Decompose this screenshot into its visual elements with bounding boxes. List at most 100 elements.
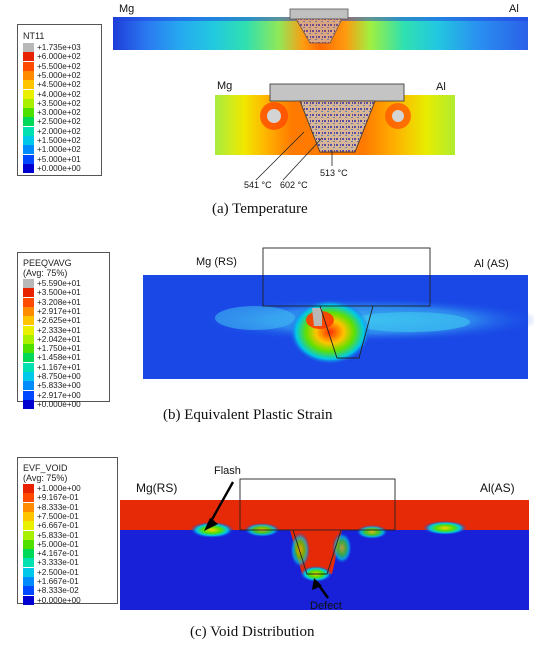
legend-value: +1.458e+01 — [37, 353, 81, 363]
legend-swatch — [23, 558, 34, 568]
leader-602 — [282, 137, 323, 181]
legend-swatch — [23, 316, 34, 326]
annotation-513: 513 °C — [320, 168, 348, 178]
legend-swatch — [23, 344, 34, 354]
legend-entry: +4.000e+02 — [23, 89, 81, 100]
legend-swatch — [23, 595, 34, 605]
legend-swatch — [23, 136, 34, 145]
temperature-legend: NT11 +1.735e+03 +6.000e+02 +5.500e+02 +5.00… — [17, 24, 102, 176]
al-label-zoom: Al — [436, 81, 446, 93]
caption-b: (b) Equivalent Plastic Strain — [163, 407, 333, 423]
mg-label-zoom: Mg — [217, 80, 233, 92]
legend-swatch — [23, 484, 34, 493]
legend-entry: +6.000e+02 — [23, 52, 81, 62]
legend-swatch — [23, 353, 34, 363]
legend-value: +0.000e+00 — [37, 595, 81, 605]
legend-value: +5.833e-01 — [37, 530, 79, 540]
legend-value: +8.750e+00 — [37, 372, 81, 381]
legend-value: +1.000e+00 — [37, 484, 81, 493]
mg-rs-label-b: Mg (RS) — [196, 256, 237, 268]
legend-entry: +2.917e+01 — [23, 306, 81, 317]
legend-value: +6.000e+02 — [37, 52, 81, 62]
caption-c: (c) Void Distribution — [190, 624, 315, 640]
legend-value: +3.208e+01 — [37, 297, 81, 307]
legend-value: +3.500e+02 — [37, 98, 81, 108]
legend-entry: +5.500e+02 — [23, 61, 81, 72]
legend-entry: +0.000e+00 — [23, 399, 81, 410]
legend-swatch — [23, 80, 34, 90]
legend-value: +2.917e+01 — [37, 306, 81, 316]
legend-value: +5.590e+01 — [37, 279, 81, 288]
legend-value: +1.000e+02 — [37, 145, 81, 155]
legend-entry: +1.000e+02 — [23, 145, 81, 155]
legend-swatch — [23, 502, 34, 512]
legend-entry: +5.000e-01 — [23, 539, 79, 550]
legend-title: NT11 — [23, 31, 45, 41]
legend-swatch — [23, 98, 34, 108]
legend-swatch — [23, 521, 34, 531]
legend-entry: +3.500e+02 — [23, 98, 81, 109]
legend-swatch — [23, 530, 34, 540]
al-label-top: Al — [509, 3, 519, 15]
legend-entry: +7.500e-01 — [23, 511, 79, 522]
legend-title: EVF_VOID (Avg: 75%) — [23, 463, 68, 483]
legend-entry: +1.735e+03 — [23, 43, 81, 53]
legend-swatch — [23, 126, 34, 136]
legend-swatch — [23, 577, 34, 586]
legend-entry: +5.000e+01 — [23, 154, 81, 165]
legend-swatch — [23, 511, 34, 521]
legend-entry: +2.042e+01 — [23, 334, 81, 345]
legend-swatch — [23, 372, 34, 381]
legend-value: +2.625e+01 — [37, 316, 81, 326]
legend-entry: +3.333e-01 — [23, 558, 79, 568]
legend-value: +0.000e+00 — [37, 163, 81, 173]
legend-value: +4.167e-01 — [37, 549, 79, 559]
legend-swatch — [23, 279, 34, 288]
legend-entry: +8.333e-02 — [23, 586, 79, 596]
defect-label: Defect — [310, 600, 342, 612]
legend-swatch — [23, 306, 34, 316]
legend-entry: +1.167e+01 — [23, 362, 81, 373]
annotation-541: 541 °C — [244, 180, 272, 190]
legend-swatch — [23, 70, 34, 80]
legend-value: +7.500e-01 — [37, 511, 79, 521]
legend-entry: +1.750e+01 — [23, 344, 81, 354]
legend-entry: +8.333e-01 — [23, 502, 79, 513]
legend-value: +6.667e-01 — [37, 521, 79, 531]
legend-value: +5.000e+01 — [37, 154, 81, 164]
legend-entry: +3.208e+01 — [23, 297, 81, 308]
legend-value: +3.333e-01 — [37, 558, 79, 568]
legend-value: +1.500e+02 — [37, 136, 81, 145]
legend-entry: +4.500e+02 — [23, 80, 81, 90]
legend-entry: +4.167e-01 — [23, 549, 79, 559]
legend-entry: +2.917e+00 — [23, 390, 81, 401]
legend-value: +5.000e+02 — [37, 70, 81, 80]
legend-swatch — [23, 43, 34, 52]
legend-entry: +5.833e+00 — [23, 381, 81, 391]
legend-entry: +2.625e+01 — [23, 316, 81, 326]
legend-entry: +2.500e+02 — [23, 117, 81, 127]
legend-value: +2.042e+01 — [37, 334, 81, 344]
legend-swatch — [23, 586, 34, 596]
strain-legend: PEEQVAVG (Avg: 75%) +5.590e+01 +3.500e+01… — [17, 252, 110, 409]
caption-a: (a) Temperature — [212, 201, 308, 217]
legend-entry: +0.000e+00 — [23, 163, 81, 174]
legend-value: +1.735e+03 — [37, 43, 81, 52]
void-plot — [120, 478, 529, 610]
legend-swatch — [23, 399, 34, 409]
legend-entry: +9.167e-01 — [23, 493, 79, 503]
legend-entry: +8.750e+00 — [23, 372, 81, 382]
legend-swatch — [23, 108, 34, 118]
mg-rs-label-c: Mg(RS) — [136, 481, 178, 495]
legend-entry: +1.458e+01 — [23, 353, 81, 363]
legend-swatch — [23, 117, 34, 127]
legend-swatch — [23, 381, 34, 391]
legend-entry: +5.833e-01 — [23, 530, 79, 541]
legend-value: +4.500e+02 — [37, 80, 81, 90]
legend-entry: +1.000e+00 — [23, 484, 81, 494]
al-as-label-c: Al(AS) — [480, 481, 515, 495]
legend-swatch — [23, 297, 34, 307]
legend-swatch — [23, 493, 34, 503]
annotation-602: 602 °C — [280, 180, 308, 190]
